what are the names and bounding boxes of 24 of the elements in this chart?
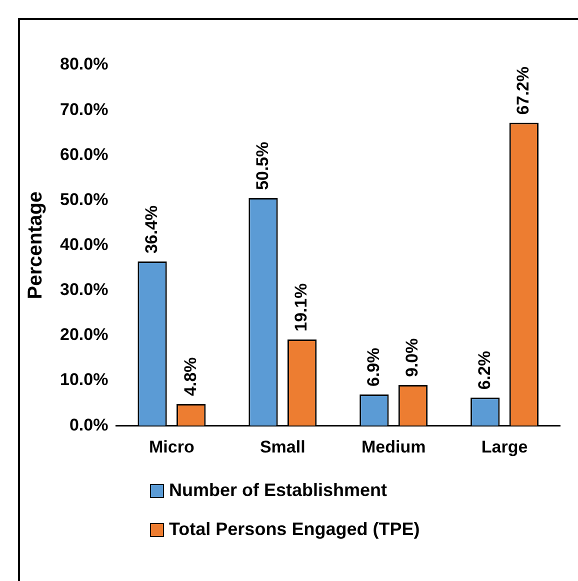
y-tick-label: 50.0% bbox=[60, 190, 108, 209]
data-label: 4.8% bbox=[180, 357, 200, 396]
y-tick-label: 10.0% bbox=[60, 370, 108, 390]
y-axis-title: Percentage bbox=[24, 191, 47, 300]
y-tick-label: 20.0% bbox=[60, 325, 108, 344]
data-label: 6.9% bbox=[364, 348, 383, 386]
x-tick-label: Large bbox=[481, 437, 528, 456]
data-label: 6.2% bbox=[474, 350, 494, 390]
data-label: 19.1% bbox=[292, 283, 311, 332]
y-tick-label: 0.0% bbox=[69, 415, 108, 434]
y-tick-label: 40.0% bbox=[60, 234, 108, 254]
x-tick-label: Small bbox=[260, 437, 306, 456]
legend-label: Number of Establishment bbox=[169, 480, 388, 501]
y-tick-label: 60.0% bbox=[60, 144, 108, 164]
x-tick-label: Micro bbox=[149, 437, 194, 456]
data-label: 36.4% bbox=[142, 205, 161, 254]
data-label: 67.2% bbox=[514, 66, 533, 115]
y-tick-label: 70.0% bbox=[60, 100, 108, 119]
x-tick-label: Medium bbox=[361, 437, 426, 456]
data-label: 9.0% bbox=[402, 338, 422, 378]
data-label: 50.5% bbox=[252, 142, 272, 190]
y-tick-label: 80.0% bbox=[60, 54, 108, 74]
y-tick-label: 30.0% bbox=[60, 280, 108, 300]
legend-label: Total Persons Engaged (TPE) bbox=[169, 519, 420, 540]
